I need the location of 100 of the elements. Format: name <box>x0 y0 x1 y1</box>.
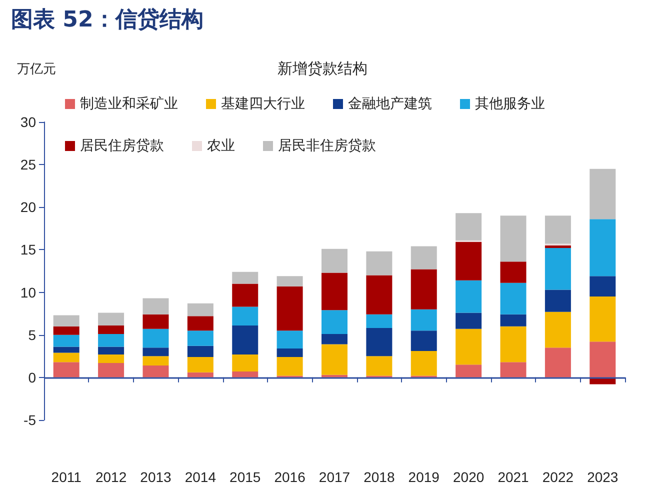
bar <box>544 248 571 290</box>
x-tick-label: 2012 <box>95 469 127 485</box>
bar <box>544 245 571 248</box>
bar <box>53 334 80 347</box>
bar <box>366 275 392 314</box>
legend-label: 金融地产建筑 <box>348 96 432 112</box>
bar <box>410 330 437 352</box>
bar <box>590 342 616 378</box>
x-tick-label: 2013 <box>140 469 172 485</box>
bar <box>500 282 526 314</box>
x-tick-label: 2021 <box>498 469 530 485</box>
bar <box>232 354 258 372</box>
bar <box>590 219 616 276</box>
chart-subtitle: 新增贷款结构 <box>278 60 368 78</box>
bar <box>500 326 526 362</box>
bar <box>187 316 214 331</box>
y-tick-label: 25 <box>20 156 36 173</box>
legend-label: 农业 <box>207 138 235 154</box>
bar <box>98 334 124 347</box>
y-tick-label: 20 <box>20 199 36 216</box>
bar <box>410 351 437 376</box>
x-tick-label: 2020 <box>453 469 484 485</box>
x-tick-label: 2016 <box>274 469 306 485</box>
bar <box>53 362 80 378</box>
bar <box>187 372 214 378</box>
bar <box>232 371 258 378</box>
bar <box>276 330 303 348</box>
bar <box>366 314 392 328</box>
bar <box>322 374 348 378</box>
bar <box>322 272 348 310</box>
bar <box>410 246 437 270</box>
bar <box>53 315 80 326</box>
bar <box>410 309 437 331</box>
bar <box>322 334 348 344</box>
bar <box>187 330 214 346</box>
bar <box>142 356 169 366</box>
bar <box>98 325 124 334</box>
bar <box>276 356 303 376</box>
bar <box>142 298 169 314</box>
bar <box>276 276 303 286</box>
bar <box>322 248 348 273</box>
bar <box>276 286 303 331</box>
bar <box>232 306 258 326</box>
bar <box>232 325 258 354</box>
bar <box>53 326 80 335</box>
bar <box>187 356 214 372</box>
bar <box>98 312 124 326</box>
bar <box>187 303 214 316</box>
bar <box>456 213 482 240</box>
bar <box>410 269 437 310</box>
bar <box>322 344 348 375</box>
x-tick-label: 2015 <box>230 469 261 485</box>
bar <box>500 362 526 378</box>
bar <box>500 262 526 283</box>
bar <box>456 364 482 378</box>
y-tick-label: 30 <box>20 114 36 130</box>
bar <box>590 168 616 220</box>
x-tick-label: 2017 <box>318 469 350 485</box>
bar <box>322 310 348 334</box>
bar <box>98 346 124 354</box>
legend-label: 居民非住房贷款 <box>278 138 376 154</box>
bar <box>98 362 124 378</box>
bar <box>366 356 392 376</box>
bar <box>366 328 392 356</box>
bar <box>232 272 258 284</box>
bar <box>366 251 392 276</box>
bar <box>187 346 214 357</box>
bar <box>544 312 571 348</box>
bar <box>53 346 80 353</box>
bar <box>142 348 169 356</box>
x-tick-label: 2011 <box>51 469 82 485</box>
bar <box>544 290 571 312</box>
x-tick-label: 2022 <box>542 469 574 485</box>
bar <box>456 242 482 280</box>
bar <box>142 366 169 378</box>
x-tick-label: 2019 <box>408 469 440 485</box>
y-tick-label: -5 <box>24 412 36 428</box>
bar <box>276 348 303 357</box>
bar <box>142 328 169 348</box>
bar <box>456 312 482 329</box>
bar <box>456 280 482 313</box>
bar <box>500 314 526 326</box>
chart-title: 图表 52：信贷结构 <box>11 8 204 32</box>
bar <box>544 348 571 378</box>
y-tick-label: 15 <box>20 242 36 258</box>
legend-label: 制造业和采矿业 <box>80 96 178 112</box>
bar <box>142 314 169 329</box>
legend-label: 基建四大行业 <box>221 96 305 112</box>
y-tick-label: 5 <box>28 326 36 343</box>
bar <box>98 354 124 363</box>
x-tick-label: 2018 <box>364 469 395 485</box>
legend-label: 其他服务业 <box>475 96 545 112</box>
bar <box>232 284 258 307</box>
legend-label: 居民住房贷款 <box>80 138 164 154</box>
bar <box>590 276 616 297</box>
bar <box>544 216 571 244</box>
bar <box>590 296 616 342</box>
y-tick-label: 0 <box>28 369 36 386</box>
bar <box>53 352 80 362</box>
y-tick-label: 10 <box>20 284 36 300</box>
